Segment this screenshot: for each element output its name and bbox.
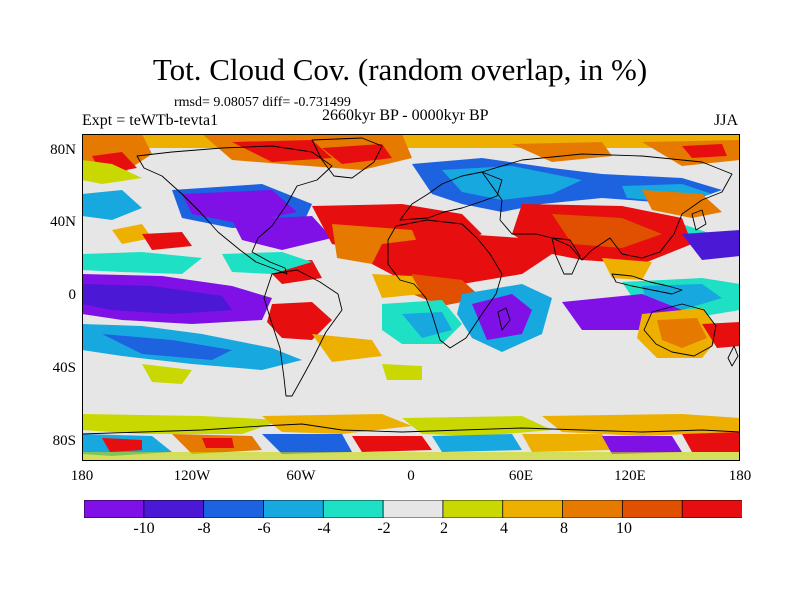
indian-ocean-cool xyxy=(382,284,552,352)
lat-label-40s: 40S xyxy=(52,360,76,376)
lon-label-60w: 60W xyxy=(286,468,316,484)
south-pacific-cool xyxy=(82,302,422,384)
map-border xyxy=(82,134,740,461)
arctic-warm xyxy=(82,134,740,184)
experiment-label: Expt = teWTb-tevta1 xyxy=(82,112,219,129)
lat-label-80s: 80S xyxy=(52,433,76,449)
colorbar-label-neg6: -6 xyxy=(257,520,271,537)
coast-greenland xyxy=(311,137,383,179)
antarctic-band xyxy=(82,408,740,461)
coastlines xyxy=(82,137,740,435)
colorbar-swatch-5 xyxy=(382,500,444,518)
colorbar-label-8: 8 xyxy=(560,520,568,537)
north-pacific-cool xyxy=(82,184,332,250)
lon-label-120w: 120W xyxy=(173,468,211,484)
coast-europe xyxy=(399,171,503,221)
lon-label-180w: 180 xyxy=(70,468,94,484)
coast-australia xyxy=(643,303,717,357)
colorbar-label-10: 10 xyxy=(616,520,632,537)
lon-label-60e: 60E xyxy=(508,468,534,484)
coast-indonesia xyxy=(611,273,683,295)
colorbar-label-4: 4 xyxy=(500,520,508,537)
colorbar-swatch-7 xyxy=(502,500,564,518)
lon-label-180e: 180 xyxy=(728,468,752,484)
chart-title: Tot. Cloud Cov. (random overlap, in %) xyxy=(152,52,648,87)
tropical-pacific-cool xyxy=(82,252,272,324)
colorbar-label-neg2: -2 xyxy=(377,520,391,537)
lat-label-80n: 80N xyxy=(50,142,76,158)
coast-indian-subcontinent xyxy=(551,237,581,275)
colorbar-swatch-6 xyxy=(442,500,504,518)
coast-antarctica xyxy=(82,423,740,435)
colorbar-swatch-0 xyxy=(84,500,145,518)
lon-label-0: 0 xyxy=(407,468,415,484)
colorbar-swatch-9 xyxy=(621,500,684,518)
cloud-cover-map xyxy=(82,134,740,461)
colorbar-swatch-10 xyxy=(681,500,742,518)
lat-label-eq: 0 xyxy=(68,287,77,303)
lat-label-40n: 40N xyxy=(50,214,76,230)
coast-new-zealand xyxy=(727,345,739,367)
colorbar xyxy=(84,500,742,518)
coast-north-america xyxy=(136,145,333,275)
period-label: 2660kyr BP - 0000kyr BP xyxy=(322,107,489,124)
colorbar-swatch-8 xyxy=(562,500,624,518)
coast-south-america xyxy=(263,269,343,397)
colorbar-swatch-4 xyxy=(322,500,384,518)
colorbar-label-neg10: -10 xyxy=(133,520,155,537)
colorbar-swatch-3 xyxy=(263,500,325,518)
coast-madagascar xyxy=(497,307,511,331)
coast-africa xyxy=(387,219,503,349)
coast-japan xyxy=(691,209,707,231)
lon-label-120e: 120E xyxy=(614,468,646,484)
colorbar-swatch-2 xyxy=(203,500,265,518)
colorbar-label-2: 2 xyxy=(440,520,448,537)
stats-text: rmsd= 9.08057 diff= -0.731499 xyxy=(174,95,351,110)
colorbar-swatch-1 xyxy=(143,500,205,518)
season-label: JJA xyxy=(714,112,739,129)
colorbar-label-neg8: -8 xyxy=(197,520,211,537)
coast-eurasia xyxy=(481,153,733,261)
colorbar-label-neg4: -4 xyxy=(317,520,331,537)
map-panel xyxy=(82,134,740,461)
